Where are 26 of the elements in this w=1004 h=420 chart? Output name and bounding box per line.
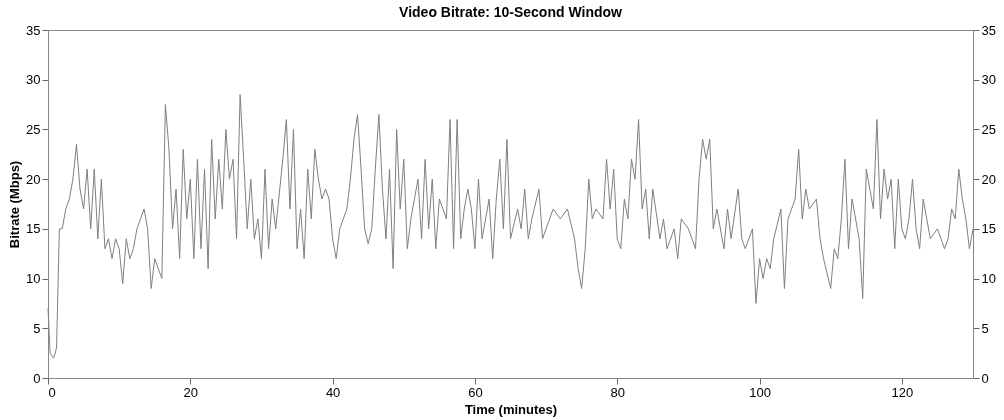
x-axis-title: Time (minutes) <box>464 401 558 417</box>
x-tick-label: 40 <box>325 384 341 400</box>
chart-title: Video Bitrate: 10-Second Window <box>399 4 623 20</box>
y-tick-label: 25 <box>26 121 41 137</box>
y-tick-label: 0 <box>33 370 41 386</box>
y2-tick-label: 5 <box>981 320 989 336</box>
y2-tick-label: 25 <box>981 121 996 137</box>
y2-tick-label: 15 <box>981 221 996 237</box>
y2-tick-label: 30 <box>981 72 996 88</box>
y-axis-title: Bitrate (Mbps) <box>7 160 23 249</box>
x-tick-label: 20 <box>183 384 199 400</box>
y2-tick-label: 10 <box>981 271 996 287</box>
y-tick-label: 10 <box>26 271 41 287</box>
y-tick-label: 20 <box>26 171 41 187</box>
y-tick-label: 35 <box>26 22 41 38</box>
y-tick-label: 15 <box>26 221 41 237</box>
y-tick-label: 30 <box>26 72 41 88</box>
y2-tick-label: 20 <box>981 171 996 187</box>
x-tick-label: 80 <box>610 384 625 400</box>
y2-tick-label: 35 <box>981 22 996 38</box>
x-tick-label: 0 <box>48 384 56 400</box>
x-tick-label: 60 <box>468 384 483 400</box>
x-tick-label: 100 <box>749 384 771 400</box>
y-tick-label: 5 <box>33 320 41 336</box>
y2-tick-label: 0 <box>981 370 989 386</box>
x-tick-label: 120 <box>891 384 914 400</box>
